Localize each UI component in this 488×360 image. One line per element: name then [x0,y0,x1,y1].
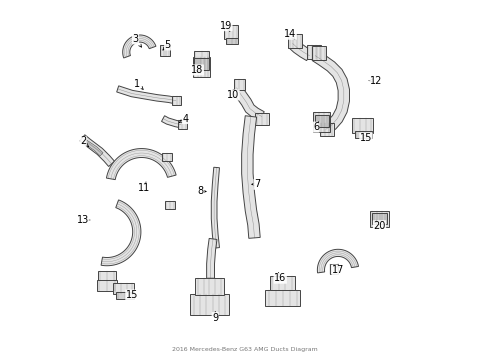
Bar [193,51,209,58]
Polygon shape [80,135,114,166]
Bar [287,33,302,48]
Bar [116,292,134,298]
Bar [178,120,186,129]
Polygon shape [241,116,260,238]
Bar [319,123,333,136]
Bar [113,283,134,294]
Bar [329,264,338,274]
Text: 19: 19 [219,21,232,31]
Text: 15: 15 [125,290,138,300]
Text: 6: 6 [312,122,318,132]
Text: 14: 14 [284,29,296,40]
Text: 9: 9 [212,312,218,323]
Bar [97,280,116,291]
Polygon shape [232,85,264,121]
Bar [264,290,300,306]
Text: 16: 16 [274,273,286,283]
Bar [312,112,329,132]
Bar [98,271,116,281]
Bar [192,58,209,77]
Bar [160,45,169,56]
Polygon shape [101,200,141,266]
Polygon shape [122,35,156,58]
Bar [190,294,228,315]
Polygon shape [211,167,219,248]
Text: 3: 3 [132,34,141,47]
Text: 10: 10 [226,90,239,100]
Bar [306,45,321,59]
Bar [194,58,209,70]
Text: 2016 Mercedes-Benz G63 AMG Ducts Diagram: 2016 Mercedes-Benz G63 AMG Ducts Diagram [171,347,317,352]
Polygon shape [317,249,358,273]
Text: 18: 18 [191,65,203,75]
Polygon shape [82,139,103,156]
Bar [354,131,372,138]
Text: 7: 7 [251,179,260,189]
Text: 5: 5 [163,40,170,50]
Bar [224,25,238,39]
Bar [315,114,328,127]
Text: 4: 4 [179,113,188,123]
Polygon shape [106,149,176,180]
Bar [195,278,224,295]
Text: 20: 20 [372,220,385,231]
Polygon shape [117,86,176,104]
Bar [165,202,175,209]
Text: 12: 12 [368,76,381,86]
Polygon shape [288,39,312,60]
Bar [369,211,388,227]
Bar [233,79,244,90]
Bar [255,113,268,125]
Bar [162,153,172,161]
Polygon shape [161,116,181,128]
Polygon shape [311,51,349,134]
Bar [372,213,386,224]
Text: 1: 1 [134,78,143,89]
Text: 15: 15 [359,133,371,143]
Text: 17: 17 [331,265,344,275]
Bar [172,96,181,105]
Text: 13: 13 [77,215,89,225]
Text: 8: 8 [198,186,206,197]
Text: 2: 2 [80,136,88,147]
Bar [352,118,372,133]
Text: 11: 11 [137,182,150,193]
Bar [269,276,294,290]
Polygon shape [206,238,217,278]
Bar [311,46,325,60]
Bar [225,38,237,44]
